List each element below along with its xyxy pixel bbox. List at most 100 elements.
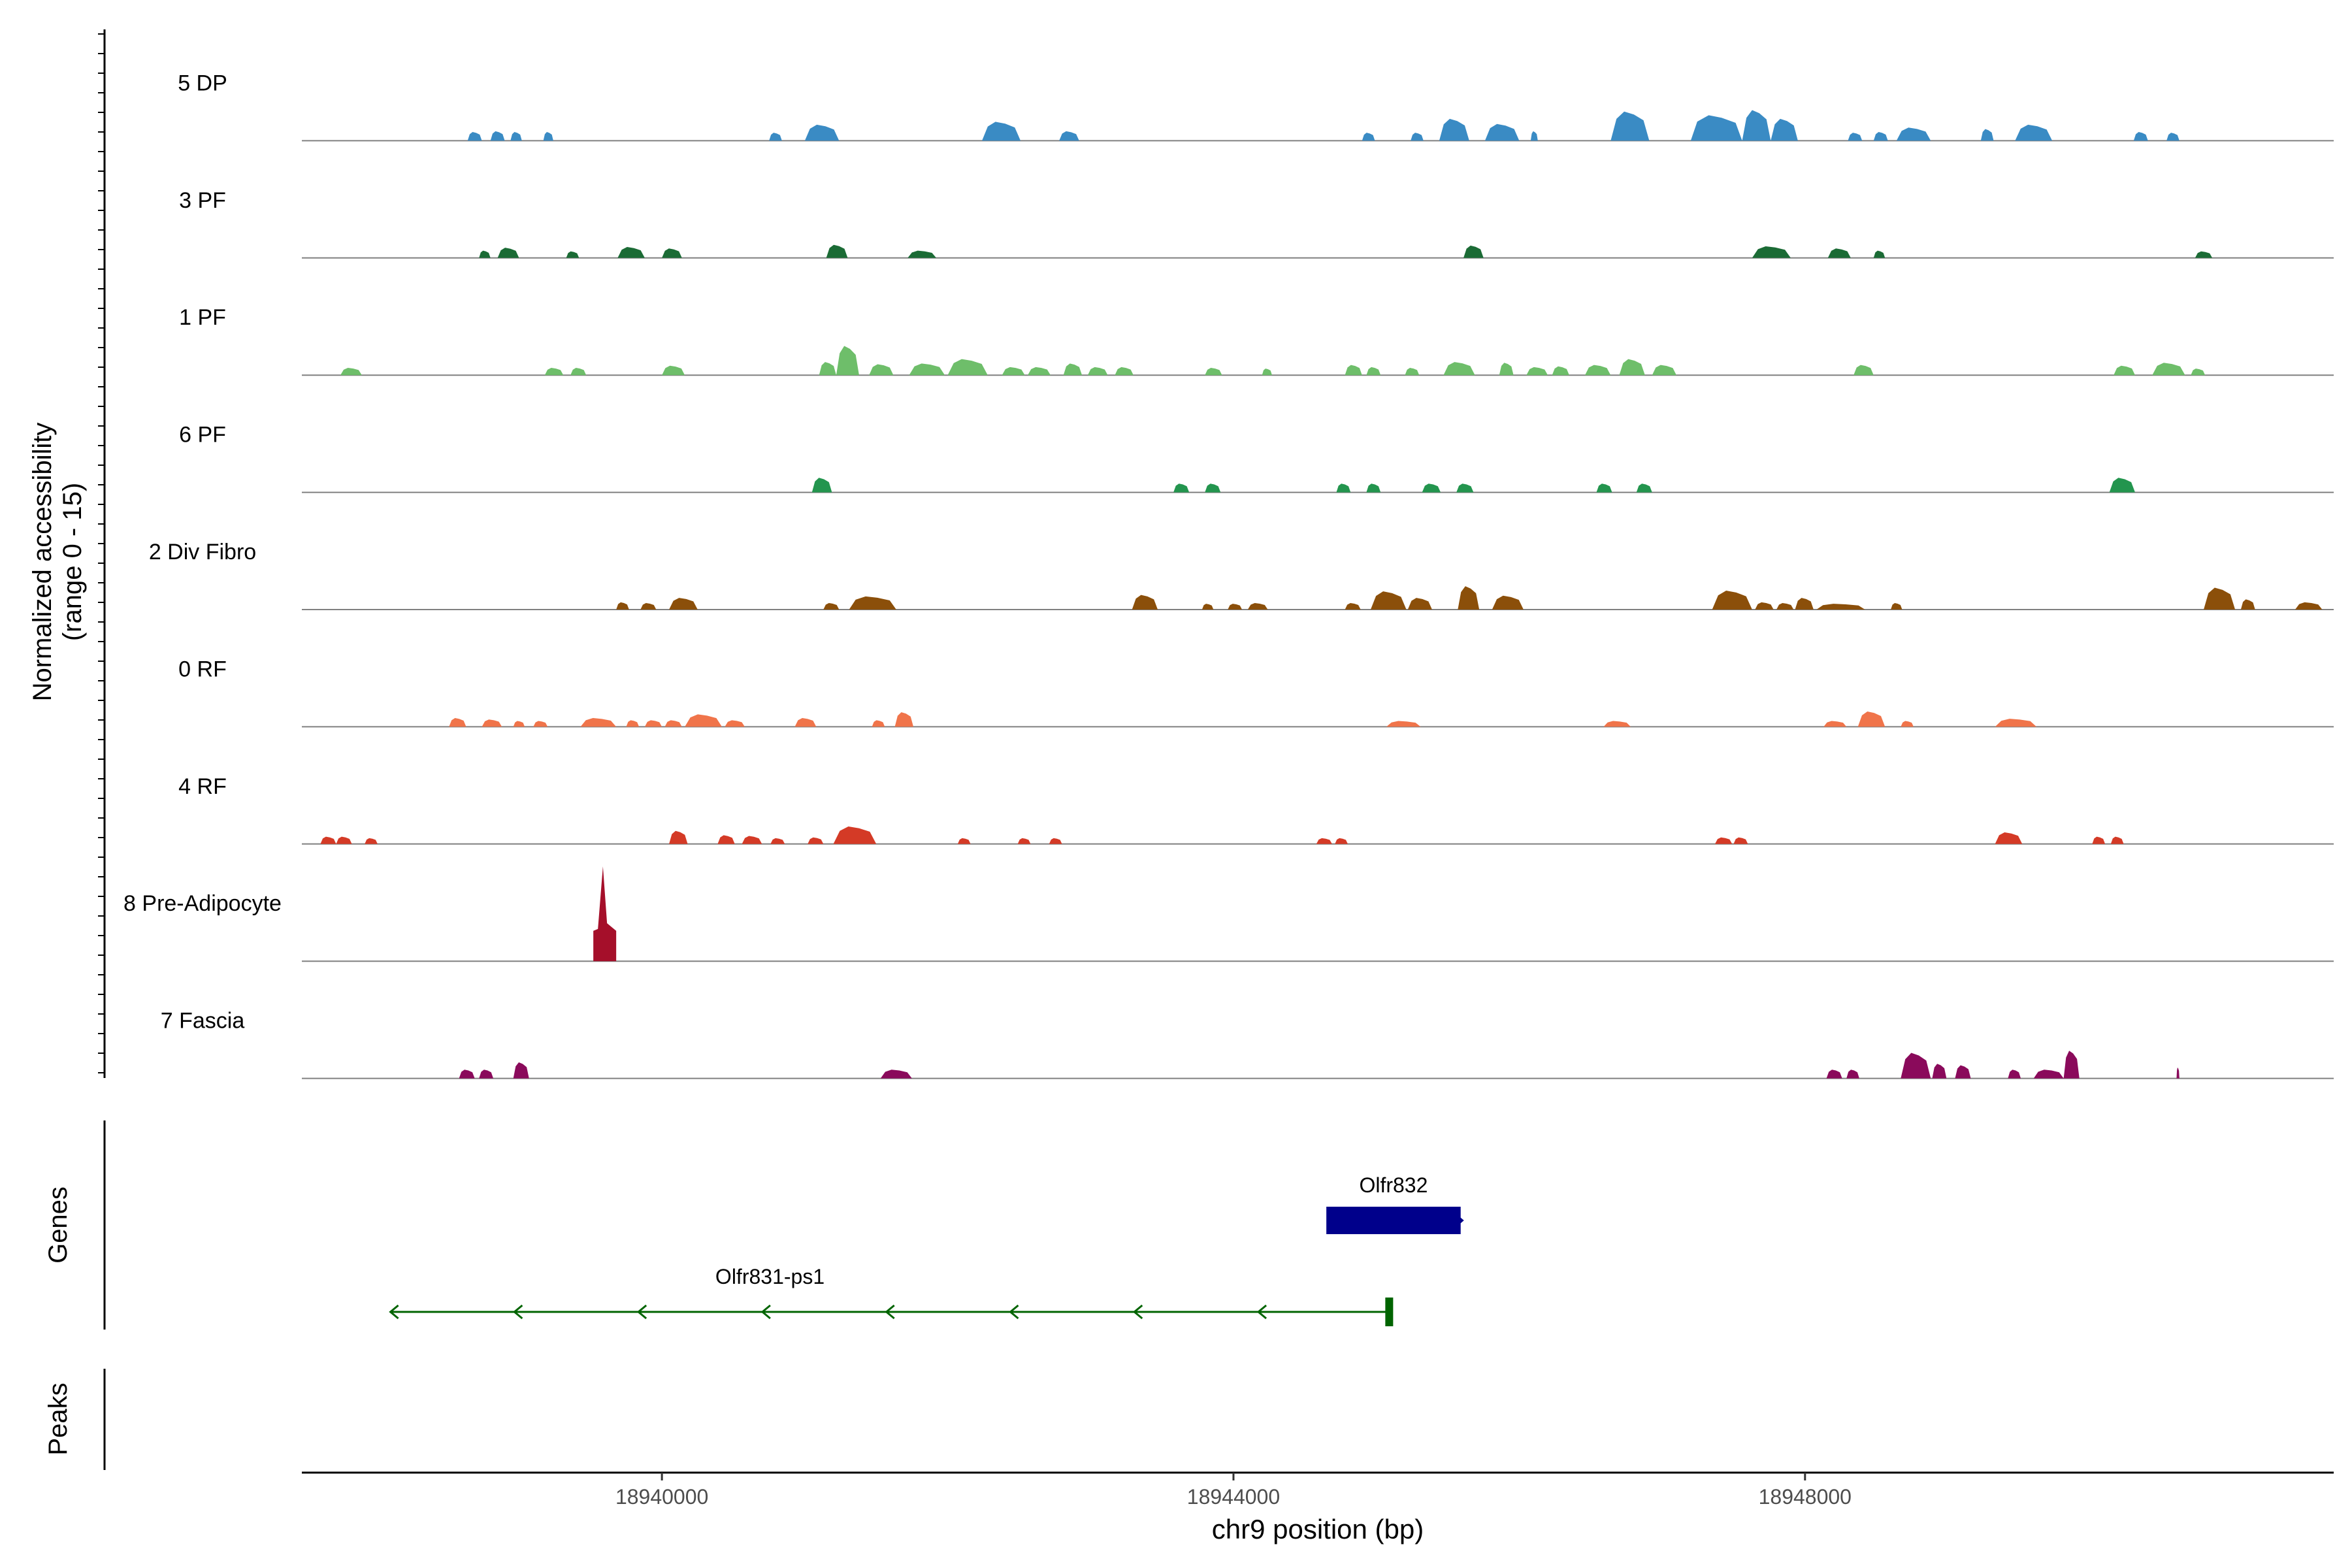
gene-Olfr831-ps1: Olfr831-ps1 bbox=[389, 1265, 1394, 1326]
accessibility-peak bbox=[849, 596, 896, 610]
accessibility-peak bbox=[1652, 365, 1676, 376]
accessibility-peak bbox=[811, 478, 832, 493]
tracks: 5 DP 3 PF 1 PF 6 PF 2 Div Fibro 0 RF 4 RF 8 Pre… bbox=[123, 71, 2334, 1079]
accessibility-peak bbox=[340, 368, 362, 376]
track-label: 2 Div Fibro bbox=[149, 540, 256, 564]
accessibility-peak bbox=[1201, 604, 1214, 610]
track-1: 3 PF bbox=[179, 188, 2334, 259]
track-7: 8 Pre-Adipocyte bbox=[123, 866, 2334, 962]
accessibility-peak bbox=[2008, 1070, 2021, 1079]
accessibility-peak bbox=[449, 718, 466, 727]
accessibility-peak bbox=[1771, 118, 1798, 141]
accessibility-peak bbox=[1619, 359, 1645, 376]
accessibility-peak bbox=[717, 835, 735, 844]
accessibility-peak bbox=[664, 720, 682, 727]
accessibility-peak bbox=[2033, 1070, 2064, 1079]
accessibility-peak bbox=[1458, 586, 1480, 610]
accessibility-peak bbox=[544, 368, 564, 376]
accessibility-peak bbox=[1002, 367, 1025, 376]
accessibility-peak bbox=[1980, 129, 1994, 141]
gene-strand-arrow bbox=[389, 1304, 399, 1320]
gene-strand-arrow bbox=[885, 1304, 895, 1320]
accessibility-peak bbox=[1063, 363, 1083, 376]
track-5: 0 RF bbox=[178, 657, 2334, 728]
accessibility-peak bbox=[1816, 604, 1865, 610]
gene-Olfr832: Olfr832 bbox=[1326, 1173, 1464, 1234]
accessibility-peak bbox=[479, 1070, 494, 1079]
accessibility-peak bbox=[982, 122, 1021, 141]
track-2: 1 PF bbox=[179, 305, 2334, 376]
accessibility-peak bbox=[1823, 721, 1847, 727]
accessibility-peak bbox=[1901, 1053, 1931, 1079]
track-label: 4 RF bbox=[178, 774, 227, 799]
accessibility-peak bbox=[1407, 598, 1432, 610]
accessibility-peak bbox=[1028, 367, 1051, 376]
accessibility-peak bbox=[662, 248, 682, 258]
accessibility-peak bbox=[1891, 602, 1903, 610]
accessibility-peak bbox=[1752, 246, 1791, 258]
accessibility-peak bbox=[1411, 133, 1424, 141]
accessibility-peak bbox=[490, 131, 505, 141]
accessibility-peak bbox=[1205, 368, 1222, 376]
genes-panel: Olfr832 Olfr831-ps1 bbox=[389, 1173, 1464, 1326]
accessibility-peak bbox=[1316, 838, 1332, 844]
accessibility-peak bbox=[2240, 599, 2255, 610]
accessibility-peak bbox=[1584, 365, 1611, 376]
accessibility-peak bbox=[513, 1062, 529, 1079]
gene-label: Olfr832 bbox=[1359, 1173, 1428, 1197]
accessibility-peak bbox=[580, 718, 617, 727]
accessibility-peak bbox=[570, 368, 587, 376]
accessibility-peak bbox=[804, 124, 840, 141]
accessibility-peak bbox=[510, 132, 522, 141]
accessibility-peak bbox=[459, 1070, 475, 1079]
accessibility-peak bbox=[1932, 1064, 1947, 1079]
accessibility-peak bbox=[320, 836, 336, 844]
accessibility-peak bbox=[616, 602, 629, 610]
accessibility-peak bbox=[1873, 250, 1886, 258]
track-label: 6 PF bbox=[179, 423, 226, 448]
accessibility-peak bbox=[1345, 602, 1361, 610]
accessibility-peak bbox=[1422, 483, 1441, 493]
accessibility-peak bbox=[1405, 368, 1420, 376]
x-tick-label: 18940000 bbox=[615, 1485, 708, 1509]
accessibility-peak bbox=[2176, 1067, 2180, 1079]
genes-panel-label: Genes bbox=[44, 1186, 73, 1264]
accessibility-peak bbox=[497, 248, 519, 258]
accessibility-peak bbox=[909, 363, 945, 376]
accessibility-peak bbox=[725, 720, 745, 727]
accessibility-peak bbox=[742, 836, 762, 844]
accessibility-peak bbox=[1345, 365, 1362, 376]
accessibility-peak bbox=[2063, 1051, 2080, 1079]
accessibility-peak bbox=[1742, 110, 1771, 141]
accessibility-peak bbox=[467, 132, 482, 141]
gene-strand-arrow bbox=[1256, 1304, 1267, 1320]
accessibility-peak bbox=[1362, 133, 1375, 141]
accessibility-peak bbox=[872, 720, 885, 727]
accessibility-peak bbox=[1439, 118, 1469, 141]
gene-strand-arrow bbox=[1459, 1217, 1464, 1224]
accessibility-peak bbox=[770, 838, 785, 844]
accessibility-peak bbox=[1715, 837, 1733, 844]
accessibility-peak bbox=[2133, 132, 2148, 141]
accessibility-peak bbox=[1873, 132, 1888, 141]
accessibility-peak bbox=[365, 838, 378, 844]
y-ticks bbox=[98, 33, 105, 1073]
accessibility-peak bbox=[836, 346, 859, 376]
accessibility-peak bbox=[2166, 133, 2180, 141]
accessibility-peak bbox=[1499, 363, 1514, 376]
y-axis-label: Normalized accessibility (range 0 - 15) bbox=[28, 423, 87, 702]
accessibility-peak bbox=[1115, 367, 1134, 376]
accessibility-peak bbox=[2092, 836, 2106, 844]
accessibility-peak bbox=[593, 866, 617, 962]
accessibility-peak bbox=[907, 250, 937, 258]
gene-strand-arrow bbox=[1132, 1304, 1143, 1320]
accessibility-peak bbox=[1854, 365, 1874, 376]
accessibility-peak bbox=[1690, 115, 1742, 141]
accessibility-peak bbox=[1336, 483, 1351, 493]
accessibility-peak bbox=[1262, 368, 1273, 376]
accessibility-peak bbox=[566, 251, 580, 258]
accessibility-peak bbox=[1205, 483, 1221, 493]
accessibility-peak bbox=[2191, 368, 2206, 376]
accessibility-peak bbox=[1173, 483, 1190, 493]
